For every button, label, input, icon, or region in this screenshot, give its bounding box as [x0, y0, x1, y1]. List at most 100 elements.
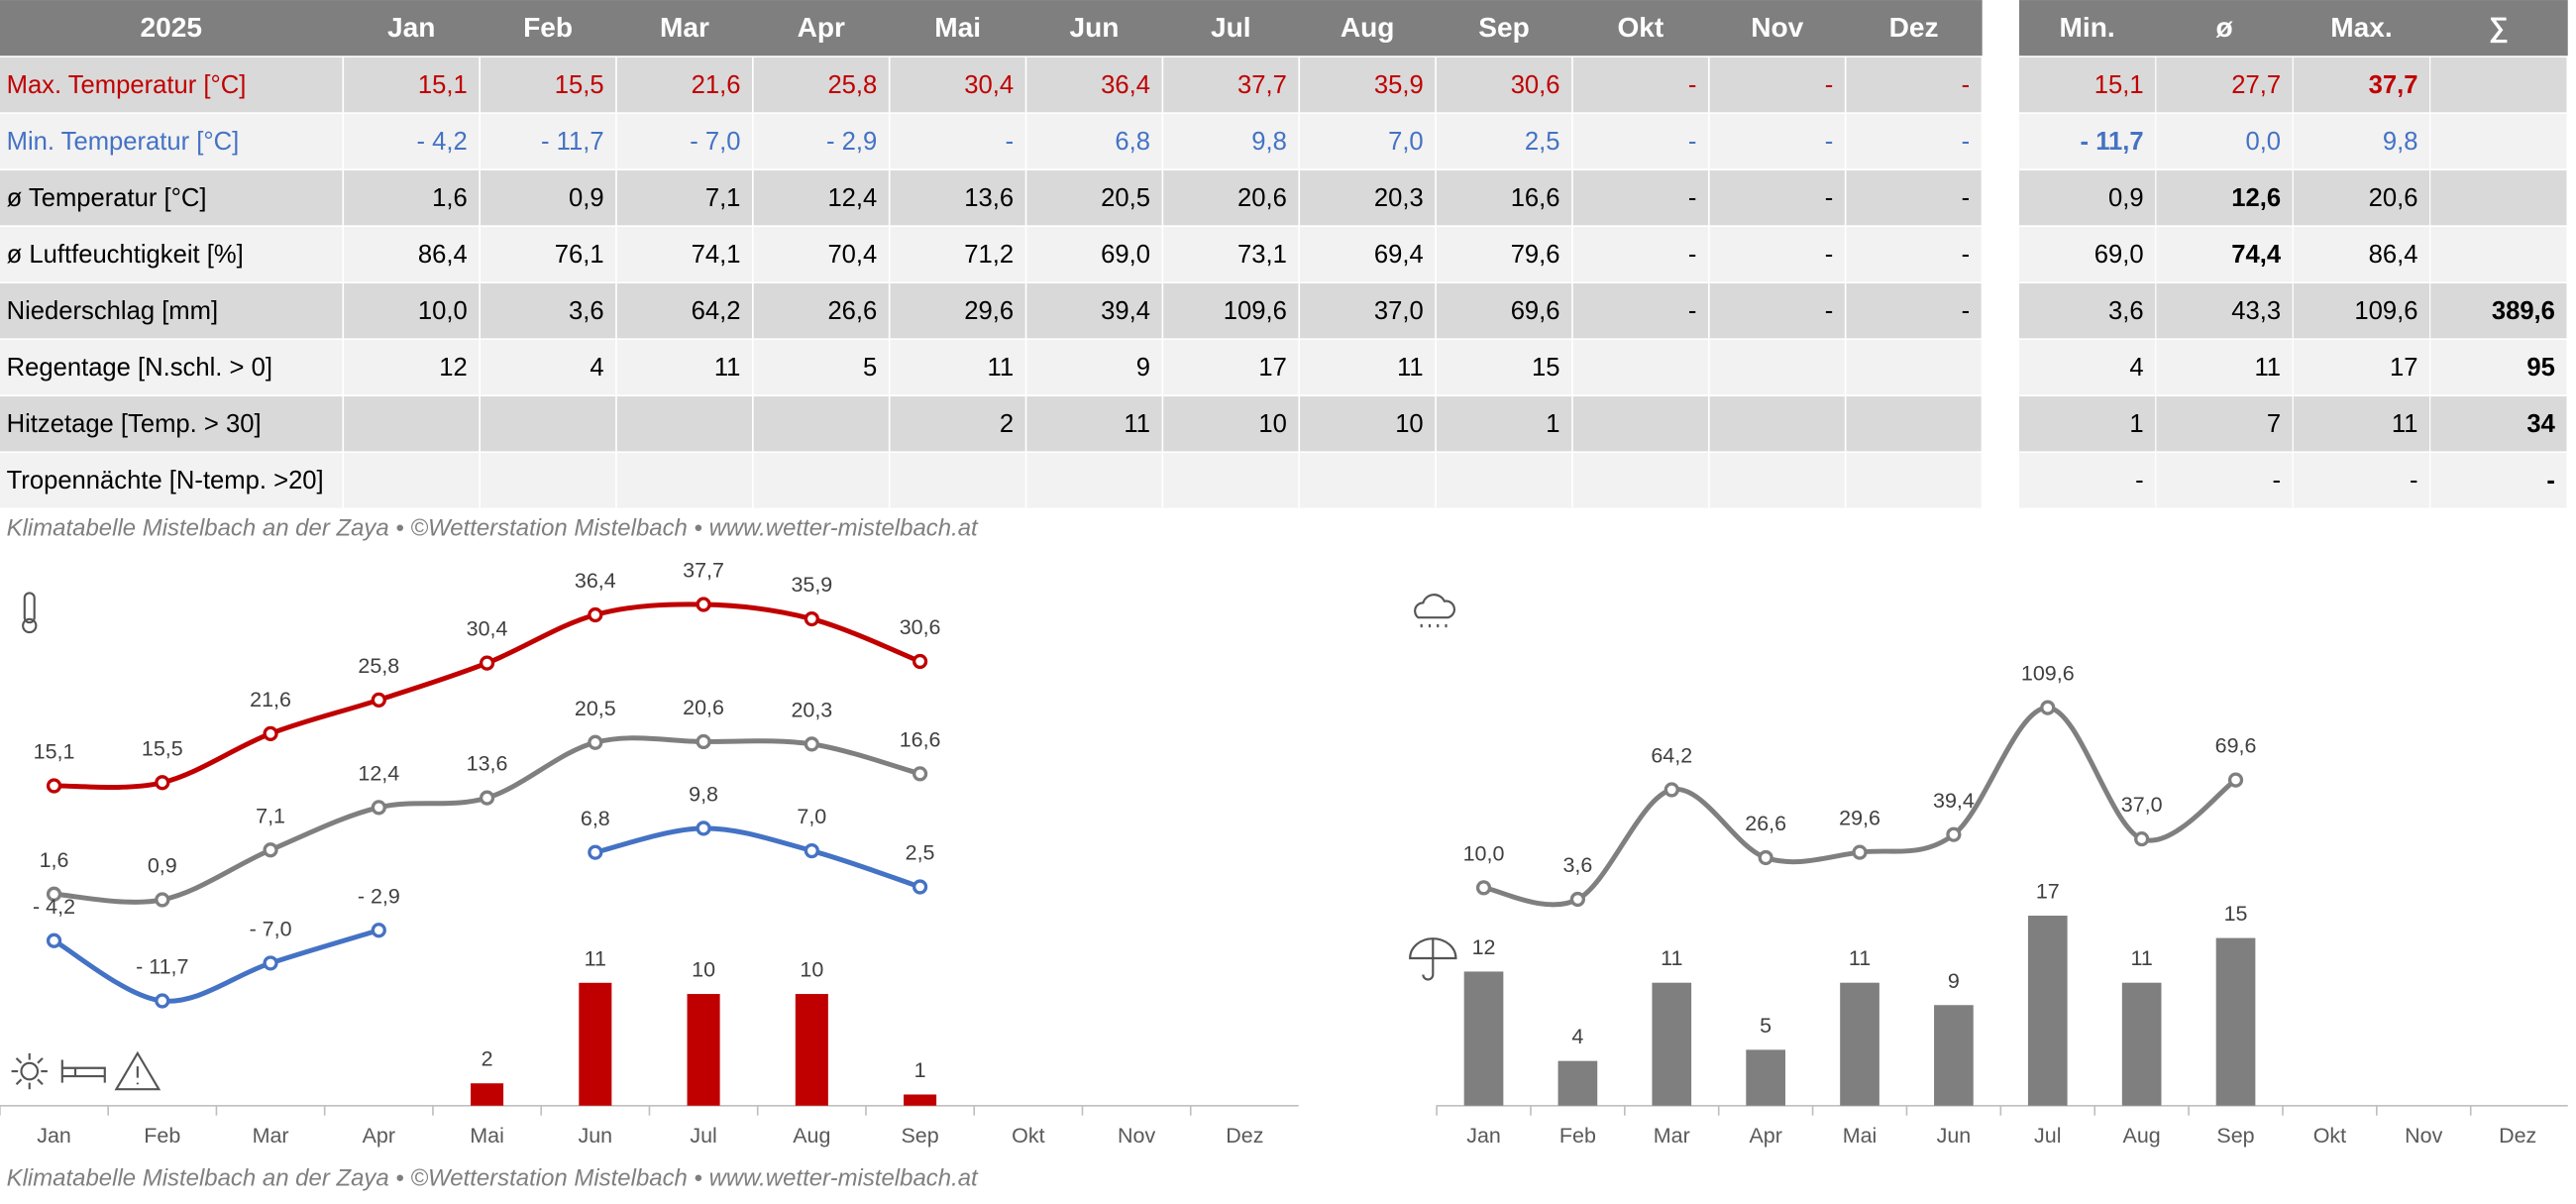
- bar-label: 1: [914, 1058, 926, 1082]
- summary-cell: 7: [2267, 410, 2281, 438]
- cell: 2,5: [1525, 128, 1560, 156]
- line-marker: [1664, 782, 1679, 798]
- line-marker: [804, 842, 819, 859]
- cell: 10: [1395, 410, 1424, 438]
- value-label: 3,6: [1562, 853, 1592, 877]
- cell-bg: [1709, 226, 1845, 282]
- cell: 69,4: [1374, 241, 1424, 269]
- value-label: 20,5: [575, 697, 616, 720]
- bar: [2027, 916, 2068, 1106]
- cell-bg: [480, 453, 616, 508]
- summary-cell: 37,7: [2369, 71, 2418, 99]
- cell-bg: [753, 453, 889, 508]
- summary-cell: 9,8: [2383, 128, 2418, 156]
- bar: [1557, 1060, 1598, 1106]
- cell-bg: [1846, 453, 1982, 508]
- cell-bg: [2430, 226, 2567, 282]
- bar-label: 11: [585, 946, 606, 970]
- cell-bg: [1436, 169, 1572, 226]
- value-label: 20,6: [683, 696, 724, 719]
- cell-bg: [890, 340, 1025, 395]
- x-tick-label: Apr: [1749, 1124, 1781, 1148]
- bar-label: 9: [1948, 969, 1960, 993]
- cell-bg: [344, 396, 480, 452]
- cell: -: [1688, 128, 1697, 156]
- cell-bg: [2293, 283, 2430, 339]
- cell-bg: [2019, 396, 2156, 452]
- cell-bg: [2156, 169, 2293, 226]
- bar: [471, 1083, 504, 1106]
- value-label: 69,6: [2215, 734, 2257, 758]
- value-label: 30,4: [467, 617, 508, 641]
- cell-bg: [753, 396, 889, 452]
- summary-cell: 1: [2129, 410, 2143, 438]
- line: [53, 825, 921, 1004]
- line-marker: [2134, 830, 2150, 847]
- cell: 11: [1397, 354, 1424, 382]
- cell-bg: [1572, 283, 1708, 339]
- bar: [2215, 937, 2256, 1106]
- cell: -: [1962, 71, 1971, 99]
- x-tick-label: Jan: [37, 1124, 71, 1148]
- cell: 69,0: [1101, 241, 1150, 269]
- header-cell: 2025: [140, 12, 201, 43]
- header-cell: ∑: [2489, 12, 2509, 44]
- header-cell: Min.: [2060, 12, 2115, 43]
- header-cell: Dez: [1889, 12, 1939, 43]
- cell-bg: [1026, 283, 1162, 339]
- line-marker: [588, 606, 603, 623]
- bar-label: 12: [1472, 935, 1496, 959]
- x-tick-label: Jun: [1937, 1124, 1972, 1148]
- cell: -: [1825, 184, 1834, 212]
- cell: -: [1825, 241, 1834, 269]
- value-label: 36,4: [575, 569, 616, 593]
- cell-bg: [1026, 226, 1162, 282]
- summary-cell: 69,0: [2094, 241, 2144, 269]
- value-label: 2,5: [906, 841, 935, 865]
- summary-cell: 86,4: [2369, 241, 2418, 269]
- cell-bg: [1846, 226, 1982, 282]
- header-bg: [2019, 0, 2568, 56]
- cell-bg: [1026, 396, 1162, 452]
- thermometer-icon: [22, 592, 38, 634]
- cell-bg: [616, 396, 753, 452]
- x-tick-label: Mar: [253, 1124, 289, 1148]
- cell-bg: [2293, 169, 2430, 226]
- x-tick-label: Mai: [470, 1124, 504, 1148]
- value-label: 109,6: [2021, 662, 2075, 686]
- sun-icon: [11, 1052, 48, 1090]
- line-marker: [912, 766, 928, 782]
- bar: [1746, 1049, 1785, 1106]
- header-cell: Nov: [1751, 12, 1803, 43]
- bar: [2121, 982, 2162, 1106]
- x-tick-label: Feb: [1559, 1124, 1596, 1148]
- value-label: 26,6: [1745, 812, 1786, 835]
- x-tick-label: Dez: [1226, 1124, 1263, 1148]
- cell-bg: [616, 340, 753, 395]
- line-marker: [46, 778, 62, 794]
- row-label: Min. Temperatur [°C]: [7, 128, 240, 156]
- bar-label: 2: [482, 1047, 493, 1071]
- line-marker: [263, 955, 278, 971]
- cell-bg: [1163, 396, 1299, 452]
- line-marker: [46, 886, 62, 902]
- cell-bg: [1572, 56, 1708, 113]
- bar: [1840, 982, 1879, 1106]
- cell: 12: [439, 354, 468, 382]
- row-label: Niederschlag [mm]: [7, 297, 218, 325]
- x-tick-label: Jun: [579, 1124, 613, 1148]
- cell: 109,6: [1224, 297, 1287, 325]
- x-tick-label: Okt: [2313, 1124, 2346, 1148]
- cell: 11: [714, 354, 741, 382]
- cell-bg: [2293, 340, 2430, 395]
- summary-cell: 95: [2526, 354, 2555, 382]
- cell-bg: [1572, 340, 1708, 395]
- cell-bg: [2293, 113, 2430, 169]
- value-label: 30,6: [900, 615, 941, 639]
- value-label: 13,6: [467, 752, 508, 776]
- cell: 37,0: [1374, 297, 1424, 325]
- summary-cell: -: [2546, 467, 2555, 494]
- cell-bg: [1026, 169, 1162, 226]
- cell-bg: [0, 453, 343, 508]
- x-tick-label: Aug: [2123, 1124, 2161, 1148]
